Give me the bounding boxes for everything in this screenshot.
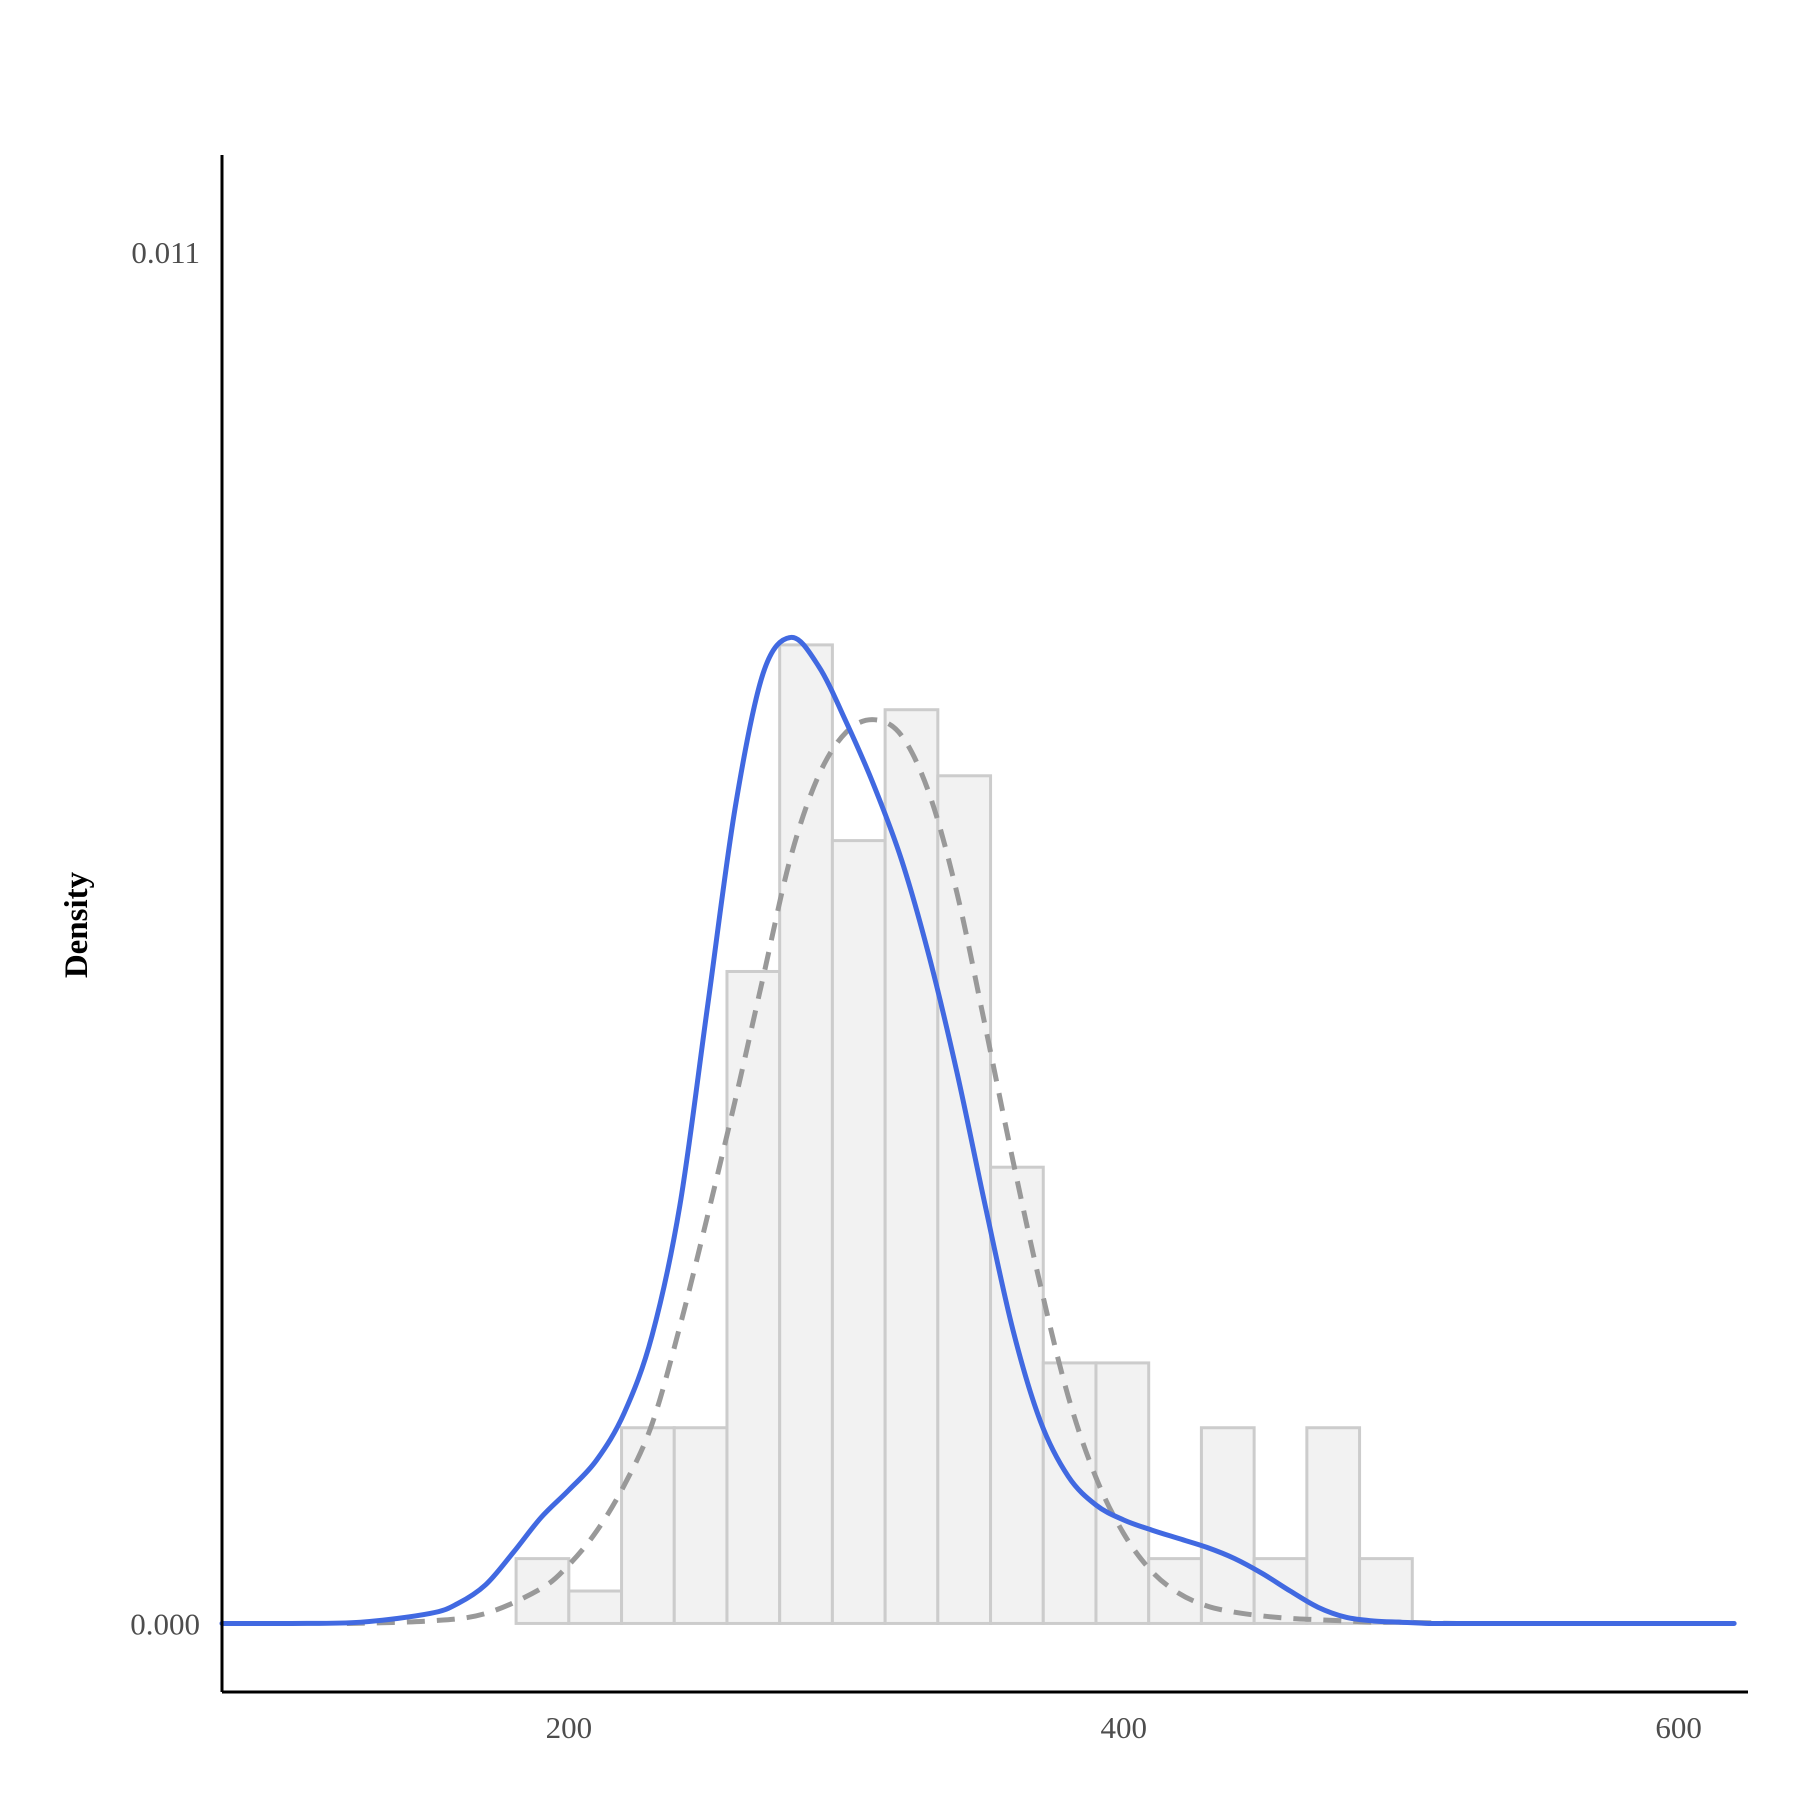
histogram-bar-13 xyxy=(1147,1557,1203,1625)
histogram-bar-16 xyxy=(1305,1426,1362,1625)
histogram-bar-2 xyxy=(567,1589,624,1625)
histogram-bar-15 xyxy=(1252,1557,1309,1625)
axes xyxy=(220,155,1748,1694)
histogram-bar-17 xyxy=(1358,1557,1414,1625)
y-axis-title: Density xyxy=(59,871,95,978)
tick-labels: 200 400 600 0.000 0.011 xyxy=(130,235,1702,1745)
histogram-bar-4 xyxy=(672,1426,729,1625)
y-tick-label-0.000: 0.000 xyxy=(130,1606,200,1641)
histogram-bar-11 xyxy=(1041,1361,1098,1625)
histogram-bar-12 xyxy=(1094,1361,1151,1625)
histogram-bar-6 xyxy=(778,643,834,1625)
x-tick-label-400: 400 xyxy=(1100,1710,1147,1745)
histogram-bar-7 xyxy=(830,839,887,1625)
histogram-bars xyxy=(514,643,1414,1625)
histogram-bar-8 xyxy=(883,708,940,1625)
histogram-bar-3 xyxy=(620,1426,676,1625)
y-tick-label-0.011: 0.011 xyxy=(131,235,200,270)
histogram-bar-10 xyxy=(989,1165,1045,1625)
density-curves xyxy=(219,634,1737,1627)
x-tick-label-600: 600 xyxy=(1655,1710,1702,1745)
histogram-bar-1 xyxy=(514,1557,571,1625)
histogram-bar-5 xyxy=(725,969,782,1625)
x-tick-label-200: 200 xyxy=(546,1710,593,1745)
histogram-bar-14 xyxy=(1199,1426,1256,1625)
kde-curve xyxy=(219,634,1737,1627)
